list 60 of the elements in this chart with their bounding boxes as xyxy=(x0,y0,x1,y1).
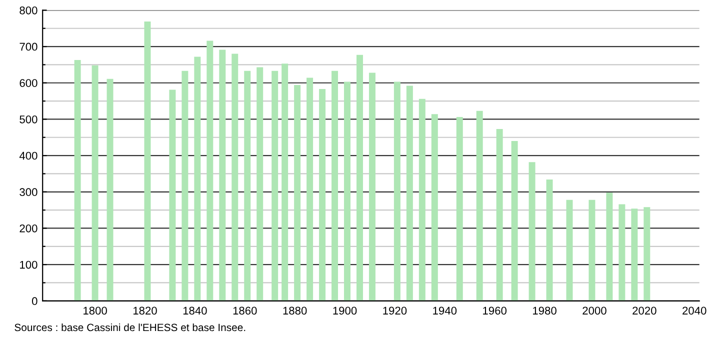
x-tick-label: 1880 xyxy=(283,306,307,315)
x-tick-label: 1800 xyxy=(84,306,107,315)
bar xyxy=(644,207,650,301)
x-tick-label: 1980 xyxy=(533,306,556,315)
bar xyxy=(406,86,413,301)
bar xyxy=(356,54,363,301)
y-tick-label: 100 xyxy=(20,260,38,269)
bar xyxy=(272,70,278,301)
bar xyxy=(232,54,238,301)
bar xyxy=(206,40,214,301)
bar xyxy=(394,82,400,301)
bar xyxy=(282,64,288,301)
x-tick-label: 2040 xyxy=(682,306,706,315)
y-tick-label: 500 xyxy=(20,115,38,124)
y-tick-label: 600 xyxy=(20,79,38,88)
bar xyxy=(219,50,226,301)
y-tick-label: 400 xyxy=(19,152,38,160)
x-tick-label: 1940 xyxy=(433,306,457,315)
source-note: Sources : base Cassini de l'EHESS et base Insee. xyxy=(14,323,246,332)
bar xyxy=(566,200,573,301)
bar xyxy=(546,180,553,301)
bar xyxy=(368,72,376,301)
bar xyxy=(631,208,638,301)
bar xyxy=(528,162,536,301)
bar xyxy=(511,141,518,301)
bar xyxy=(294,85,301,301)
bar xyxy=(194,56,201,301)
bar xyxy=(182,70,188,301)
bar xyxy=(92,65,98,301)
bar xyxy=(306,78,314,301)
x-tick-label: 1920 xyxy=(383,306,407,315)
bar xyxy=(431,114,438,301)
bar xyxy=(618,204,626,301)
x-tick-label: 1840 xyxy=(183,306,207,315)
bar xyxy=(169,90,176,301)
y-tick-label: 700 xyxy=(20,42,38,51)
bar xyxy=(74,60,81,301)
y-tick-label: 200 xyxy=(20,224,38,232)
bar xyxy=(496,129,503,301)
x-tick-label: 1900 xyxy=(333,306,357,315)
bar xyxy=(319,89,326,301)
bar xyxy=(344,82,350,301)
y-tick-label: 0 xyxy=(32,297,38,306)
x-tick-label: 1820 xyxy=(133,306,157,315)
x-tick-label: 1860 xyxy=(233,306,257,315)
bar xyxy=(256,67,264,301)
bar xyxy=(476,110,483,301)
bar xyxy=(244,70,251,301)
x-tick-label: 2000 xyxy=(582,306,606,315)
bar xyxy=(456,117,463,301)
y-tick-label: 800 xyxy=(20,6,38,14)
x-tick-label: 1960 xyxy=(483,306,507,315)
bar xyxy=(588,200,596,301)
y-tick-label: 300 xyxy=(20,188,38,196)
bar xyxy=(144,21,151,301)
bar xyxy=(332,70,338,301)
x-tick-label: 2020 xyxy=(632,306,656,315)
bar xyxy=(418,98,426,301)
bar xyxy=(606,192,613,301)
bar xyxy=(106,78,114,301)
